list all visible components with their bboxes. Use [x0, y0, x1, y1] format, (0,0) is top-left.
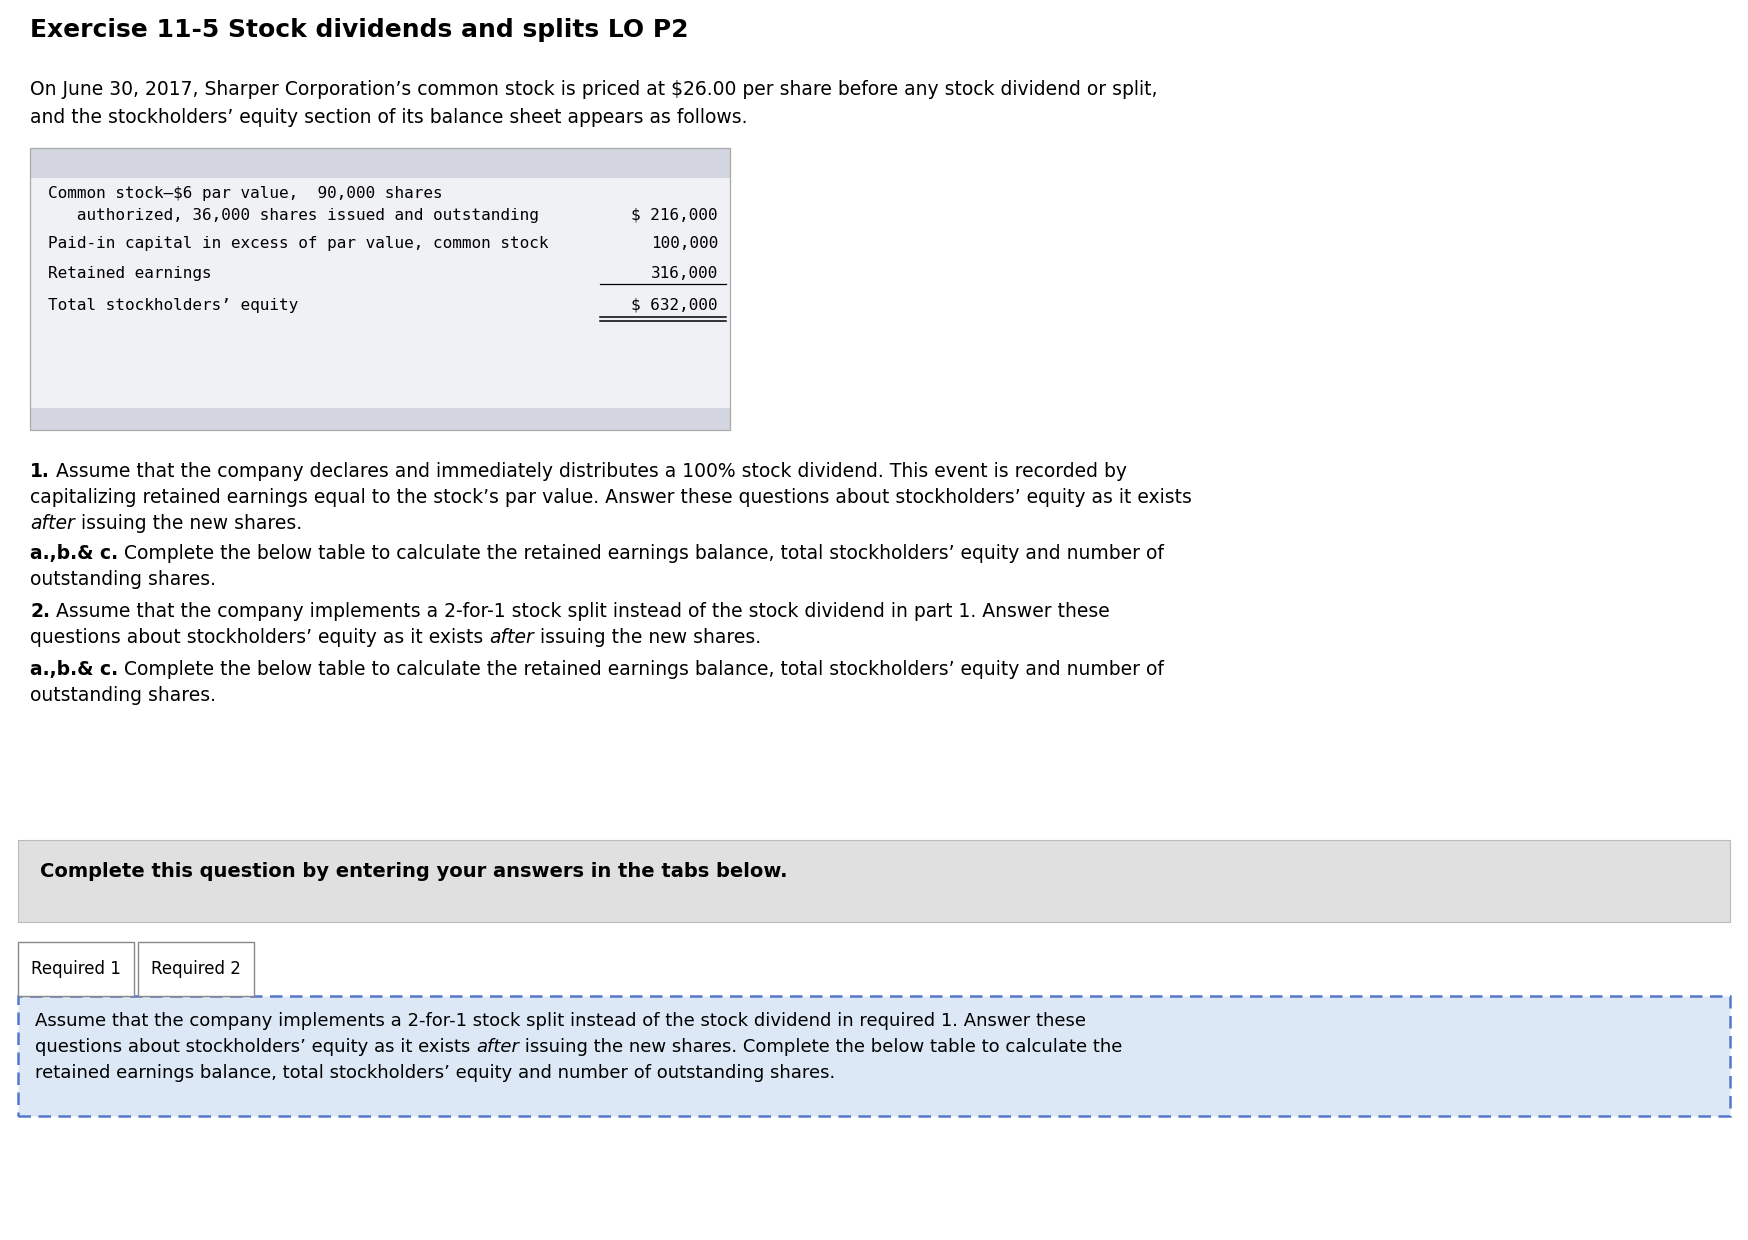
Text: issuing the new shares.: issuing the new shares.: [533, 627, 760, 647]
Text: Complete the below table to calculate the retained earnings balance, total stock: Complete the below table to calculate th…: [119, 660, 1164, 680]
Text: Required 2: Required 2: [150, 960, 241, 978]
Bar: [30, 408, 731, 430]
Text: outstanding shares.: outstanding shares.: [30, 686, 217, 706]
Text: after: after: [489, 627, 533, 647]
Text: Complete this question by entering your answers in the tabs below.: Complete this question by entering your …: [40, 862, 788, 880]
Text: $ 632,000: $ 632,000: [631, 298, 718, 312]
Text: issuing the new shares. Complete the below table to calculate the: issuing the new shares. Complete the bel…: [519, 1038, 1122, 1056]
Text: Total stockholders’ equity: Total stockholders’ equity: [47, 298, 299, 312]
Bar: [30, 148, 731, 179]
Text: questions about stockholders’ equity as it exists: questions about stockholders’ equity as …: [35, 1038, 475, 1056]
Text: after: after: [475, 1038, 519, 1056]
Text: questions about stockholders’ equity as it exists: questions about stockholders’ equity as …: [30, 627, 489, 647]
Bar: [17, 996, 1731, 1116]
Text: issuing the new shares.: issuing the new shares.: [75, 515, 302, 533]
Text: Complete the below table to calculate the retained earnings balance, total stock: Complete the below table to calculate th…: [119, 544, 1164, 563]
Text: 1.: 1.: [30, 463, 51, 481]
Bar: [17, 942, 135, 996]
Text: On June 30, 2017, Sharper Corporation’s common stock is priced at $26.00 per sha: On June 30, 2017, Sharper Corporation’s …: [30, 81, 1157, 99]
Text: Retained earnings: Retained earnings: [47, 267, 212, 281]
Text: Paid-in capital in excess of par value, common stock: Paid-in capital in excess of par value, …: [47, 236, 549, 250]
Text: a.,b.& c.: a.,b.& c.: [30, 544, 119, 563]
Text: Assume that the company implements a 2-for-1 stock split instead of the stock di: Assume that the company implements a 2-f…: [51, 601, 1110, 621]
Text: 316,000: 316,000: [650, 267, 718, 281]
Text: capitalizing retained earnings equal to the stock’s par value. Answer these ques: capitalizing retained earnings equal to …: [30, 489, 1192, 507]
Text: retained earnings balance, total stockholders’ equity and number of outstanding : retained earnings balance, total stockho…: [35, 1064, 836, 1083]
Bar: [30, 148, 731, 430]
Text: 2.: 2.: [30, 601, 51, 621]
Text: a.,b.& c.: a.,b.& c.: [30, 660, 119, 680]
Text: Common stock–$6 par value,  90,000 shares: Common stock–$6 par value, 90,000 shares: [47, 186, 442, 201]
Text: authorized, 36,000 shares issued and outstanding: authorized, 36,000 shares issued and out…: [47, 208, 538, 223]
Text: Exercise 11-5 Stock dividends and splits LO P2: Exercise 11-5 Stock dividends and splits…: [30, 19, 689, 42]
Text: $ 216,000: $ 216,000: [631, 208, 718, 223]
Text: Assume that the company implements a 2-for-1 stock split instead of the stock di: Assume that the company implements a 2-f…: [35, 1012, 1086, 1030]
Text: and the stockholders’ equity section of its balance sheet appears as follows.: and the stockholders’ equity section of …: [30, 108, 748, 126]
Text: 100,000: 100,000: [650, 236, 718, 250]
Bar: [138, 942, 253, 996]
Text: Assume that the company declares and immediately distributes a 100% stock divide: Assume that the company declares and imm…: [51, 463, 1127, 481]
Bar: [17, 839, 1731, 923]
Text: after: after: [30, 515, 75, 533]
Text: outstanding shares.: outstanding shares.: [30, 570, 217, 589]
Text: Required 1: Required 1: [31, 960, 121, 978]
Bar: [30, 179, 731, 408]
